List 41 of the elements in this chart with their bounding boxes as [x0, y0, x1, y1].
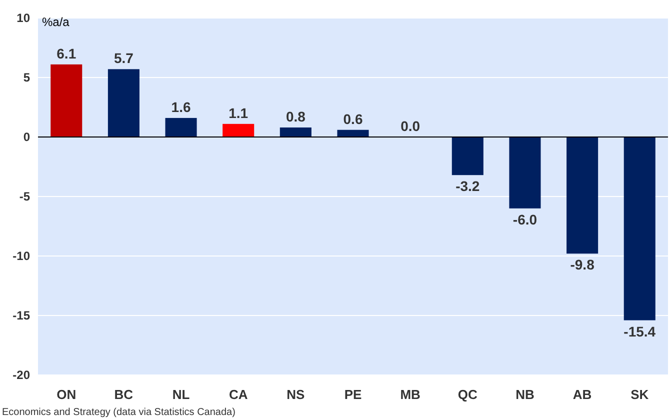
y-tick-label: 0 [23, 130, 30, 144]
bar [566, 137, 598, 254]
data-label: 1.6 [171, 98, 191, 115]
x-tick-label: NB [516, 387, 534, 402]
x-tick-label: SK [630, 387, 650, 402]
data-label: 0.6 [343, 110, 363, 127]
x-tick-label: ON [56, 387, 76, 402]
data-label: -9.8 [570, 256, 595, 273]
bar [280, 127, 312, 137]
bar [50, 64, 82, 137]
bar [509, 137, 541, 208]
y-axis-title: %a/a [42, 15, 70, 29]
x-tick-label: PE [344, 387, 362, 402]
x-tick-label: AB [572, 387, 592, 402]
bar [624, 137, 656, 320]
x-tick-label: MB [400, 387, 420, 402]
y-tick-label: 10 [16, 11, 30, 26]
x-tick-label: QC [458, 387, 478, 402]
bar [165, 118, 197, 137]
data-label: 5.7 [114, 50, 134, 66]
x-tick-label: BC [114, 387, 134, 402]
data-label: -3.2 [456, 178, 480, 194]
data-label: 1.1 [228, 104, 248, 121]
bar [337, 130, 369, 137]
bar [222, 124, 254, 137]
y-tick-label: -10 [12, 249, 30, 264]
data-label: -6.0 [512, 211, 538, 228]
bar [108, 69, 140, 137]
data-label: 6.1 [56, 45, 76, 62]
y-tick-label: -5 [19, 190, 30, 204]
text: Economics and Strategy (data via Statistics Canada) [2, 407, 236, 418]
y-tick-label: -20 [12, 368, 30, 382]
data-label: 0.8 [286, 108, 306, 124]
x-tick-label: NS [286, 387, 306, 402]
x-tick-label: CA [228, 387, 248, 402]
data-label: -15.4 [624, 323, 656, 340]
x-tick-label: NL [172, 387, 190, 402]
y-tick-label: 5 [23, 70, 30, 85]
data-label: 0.0 [400, 118, 420, 134]
bar [452, 137, 484, 176]
y-tick-label: -15 [12, 308, 30, 323]
